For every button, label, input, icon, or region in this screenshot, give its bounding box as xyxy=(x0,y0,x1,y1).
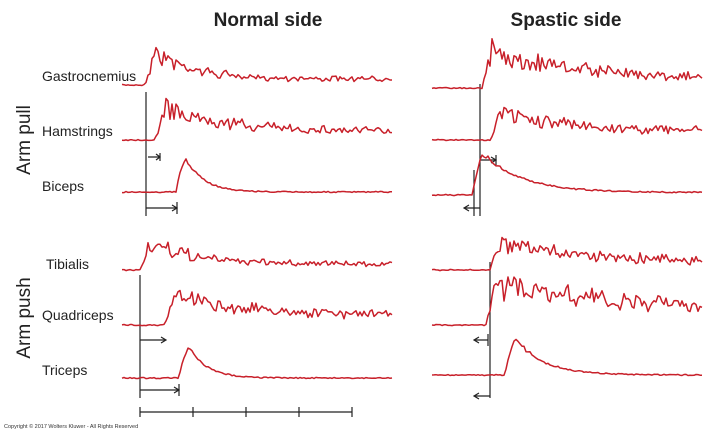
time-scale xyxy=(139,407,353,417)
muscle-label: Triceps xyxy=(42,362,87,378)
muscle-label: Biceps xyxy=(42,178,84,194)
emg-trace xyxy=(431,106,703,142)
copyright: Copyright © 2017 Wolters Kluwer - All Ri… xyxy=(4,423,138,430)
emg-trace xyxy=(121,347,393,380)
column-title: Spastic side xyxy=(511,10,622,31)
muscle-label: Tibialis xyxy=(46,256,89,272)
latency-arrow xyxy=(472,392,490,400)
group-label: Arm push xyxy=(14,277,35,358)
latency-arrow xyxy=(140,384,181,396)
latency-arrow xyxy=(462,204,480,212)
emg-trace xyxy=(122,158,393,194)
emg-trace xyxy=(121,97,393,142)
muscle-label: Quadriceps xyxy=(42,307,114,323)
emg-trace xyxy=(121,289,393,327)
emg-trace xyxy=(122,241,393,272)
latency-arrow xyxy=(148,153,161,161)
latency-arrow xyxy=(140,336,168,344)
muscle-label: Gastrocnemius xyxy=(42,68,136,84)
latency-arrow xyxy=(146,202,179,214)
emg-trace xyxy=(121,46,392,87)
muscle-label: Hamstrings xyxy=(42,123,113,139)
timing-markers xyxy=(139,84,498,417)
emg-trace xyxy=(431,276,703,327)
emg-trace xyxy=(431,154,703,197)
emg-trace xyxy=(431,236,703,272)
emg-trace xyxy=(431,338,703,377)
latency-arrow xyxy=(472,334,489,346)
emg-traces xyxy=(121,38,703,380)
column-title: Normal side xyxy=(214,10,323,31)
group-label: Arm pull xyxy=(14,105,35,175)
emg-trace xyxy=(431,38,703,90)
